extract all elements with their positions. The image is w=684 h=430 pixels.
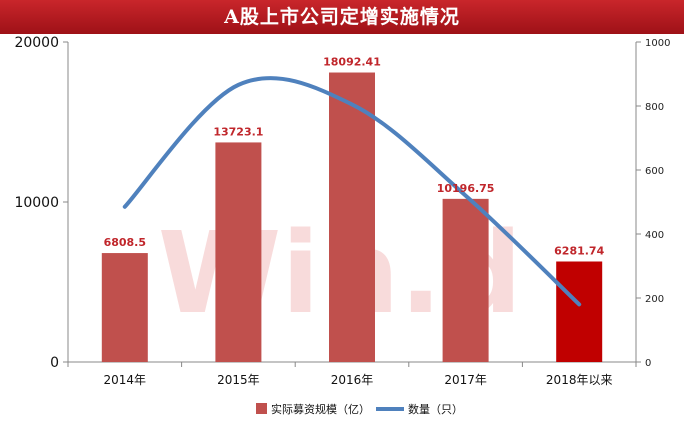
legend-label-bar: 实际募资规模（亿） [271, 402, 370, 416]
legend-label-line: 数量（只） [408, 403, 463, 416]
x-tick-label: 2014年 [104, 373, 147, 387]
line-count-series [122, 76, 582, 307]
bar [329, 72, 375, 363]
x-tick-label: 2017年 [444, 373, 487, 387]
bar-data-label: 6808.5 [104, 236, 146, 249]
bar-series [101, 72, 603, 363]
chart-title: A股上市公司定增实施情况 [0, 0, 684, 34]
bar [101, 253, 148, 362]
y-right-tick-label: 400 [645, 230, 664, 241]
y-right-tick-label: 200 [645, 294, 664, 305]
legend: 实际募资规模（亿） 数量（只） [256, 402, 463, 416]
y-right-tick-label: 800 [645, 102, 664, 113]
bar-data-label: 13723.1 [213, 125, 263, 138]
line-series [122, 76, 582, 307]
y-left-tick-label: 20000 [14, 35, 59, 51]
bar-data-label: 10196.75 [437, 182, 495, 195]
x-tick-label: 2015年 [217, 373, 260, 387]
y-right-tick-label: 600 [645, 166, 664, 177]
bar [215, 142, 262, 362]
bar [556, 261, 603, 362]
x-tick-label: 2016年 [331, 373, 374, 387]
y-right-tick-label: 0 [645, 358, 651, 369]
y-left-tick-label: 10000 [14, 195, 59, 211]
bar-data-label: 18092.41 [323, 56, 381, 69]
bar-data-label: 6281.74 [554, 244, 604, 257]
data-labels: 6808.5 13723.1 18092.41 10196.75 6281.74 [104, 56, 605, 258]
bar [442, 198, 489, 362]
y-left-tick-label: 0 [50, 355, 59, 371]
legend-swatch-bar [256, 403, 267, 414]
y-right-tick-label: 1000 [645, 38, 670, 49]
x-tick-label: 2018年以来 [546, 373, 613, 387]
